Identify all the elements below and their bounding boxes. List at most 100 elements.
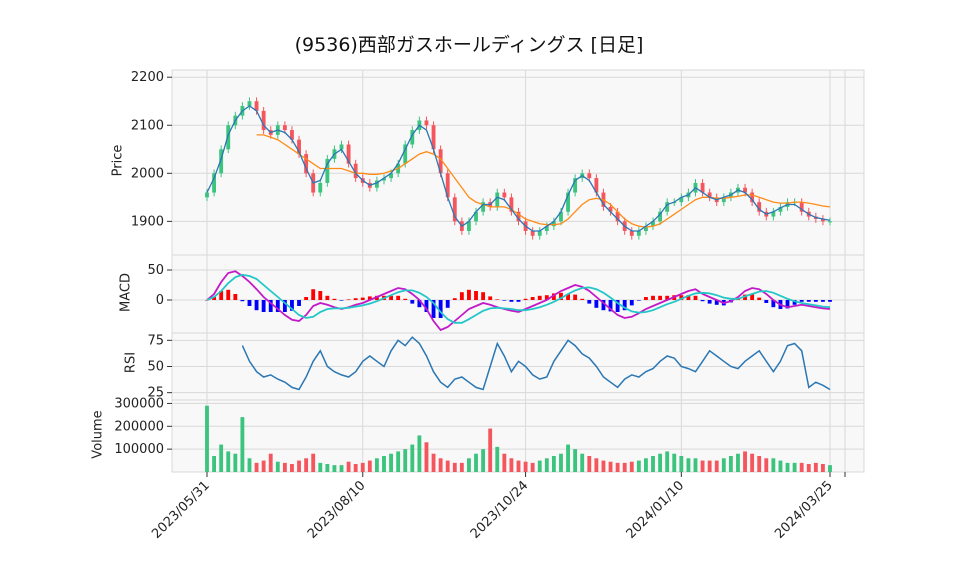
volume-bar-61 <box>636 460 641 472</box>
macd-hist-bar-47 <box>537 295 542 300</box>
candle-body-60 <box>629 230 634 236</box>
volume-bar-81 <box>778 460 783 472</box>
volume-bar-54 <box>587 456 592 472</box>
candle-body-80 <box>771 211 776 217</box>
volume-bar-18 <box>332 465 337 472</box>
macd-hist-bar-72 <box>714 300 719 305</box>
volume-bar-16 <box>318 462 323 472</box>
macd-hist-bar-83 <box>792 300 797 305</box>
candle-body-64 <box>658 211 663 222</box>
macd-hist-bar-64 <box>658 295 663 300</box>
macd-hist-bar-21 <box>353 298 358 300</box>
volume-bar-69 <box>693 458 698 472</box>
candle-body-13 <box>297 139 301 155</box>
macd-hist-bar-35 <box>452 298 457 300</box>
macd-hist-bar-61 <box>636 300 641 301</box>
candle-body-8 <box>261 110 266 131</box>
candle-body-42 <box>502 192 507 198</box>
volume-bar-24 <box>374 458 379 472</box>
volume-bar-21 <box>353 464 358 472</box>
ytick-label-price-3: 2200 <box>131 70 164 85</box>
candle-body-37 <box>467 221 471 231</box>
volume-bar-79 <box>764 458 769 472</box>
ytick-label-rsi-0: 25 <box>147 386 164 401</box>
candle-body-16 <box>318 182 323 193</box>
ytick-label-volume-1: 200000 <box>114 419 164 434</box>
volume-bar-25 <box>382 456 386 472</box>
macd-hist-bar-2 <box>219 291 224 300</box>
volume-bar-51 <box>566 444 570 472</box>
volume-bar-62 <box>644 458 648 472</box>
volume-bar-70 <box>700 460 705 472</box>
xtick-label-1: 2023/08/10 <box>305 478 369 542</box>
candle-body-70 <box>700 182 705 193</box>
candle-body-34 <box>445 173 450 198</box>
macd-hist-bar-84 <box>799 300 804 302</box>
volume-bar-58 <box>615 462 620 472</box>
volume-bar-74 <box>728 456 733 472</box>
volume-bar-87 <box>820 464 825 472</box>
macd-hist-bar-23 <box>367 296 372 300</box>
candle-body-20 <box>346 144 351 164</box>
candle-body-19 <box>339 144 344 150</box>
macd-hist-bar-53 <box>580 298 585 300</box>
macd-hist-bar-1 <box>212 297 217 300</box>
ytick-label-macd-1: 50 <box>147 263 164 278</box>
xtick-label-2: 2023/10/24 <box>468 478 532 542</box>
volume-bar-7 <box>254 462 259 472</box>
volume-bar-57 <box>608 461 613 472</box>
candle-body-87 <box>820 218 825 222</box>
volume-bar-32 <box>431 453 436 472</box>
volume-bar-0 <box>205 405 209 472</box>
volume-bar-42 <box>502 453 507 472</box>
candle-body-29 <box>410 130 415 145</box>
candle-body-76 <box>743 187 747 193</box>
macd-hist-bar-88 <box>828 300 832 302</box>
candle-body-73 <box>721 197 726 203</box>
candle-body-84 <box>799 202 804 212</box>
candle-body-25 <box>382 178 386 181</box>
macd-hist-bar-62 <box>644 297 648 300</box>
macd-hist-bar-34 <box>445 300 450 308</box>
candle-body-0 <box>205 192 209 198</box>
candle-body-26 <box>389 173 393 179</box>
volume-bar-8 <box>261 460 266 472</box>
macd-hist-bar-9 <box>268 300 273 312</box>
volume-bar-53 <box>580 453 585 472</box>
candle-body-61 <box>636 230 641 236</box>
candle-body-32 <box>431 125 436 150</box>
volume-bar-40 <box>488 428 493 472</box>
volume-bar-11 <box>282 462 287 472</box>
macd-hist-bar-13 <box>297 300 301 306</box>
volume-bar-20 <box>346 461 351 472</box>
volume-bar-76 <box>743 451 747 472</box>
macd-hist-bar-65 <box>665 295 670 300</box>
volume-bar-43 <box>509 458 514 472</box>
xtick-label-3: 2024/01/10 <box>624 478 688 542</box>
macd-hist-bar-20 <box>346 299 351 300</box>
volume-bar-14 <box>304 458 309 472</box>
candle-body-48 <box>544 226 549 231</box>
macd-hist-bar-56 <box>601 300 606 311</box>
candle-body-54 <box>587 173 592 179</box>
volume-bar-19 <box>339 465 344 472</box>
macd-hist-bar-86 <box>813 300 818 302</box>
volume-bar-9 <box>268 453 273 472</box>
volume-bar-23 <box>367 460 372 472</box>
ytick-label-price-1: 2000 <box>131 166 164 181</box>
macd-hist-bar-0 <box>205 300 209 301</box>
candle-body-12 <box>290 130 294 140</box>
macd-hist-bar-36 <box>459 292 464 300</box>
macd-hist-bar-19 <box>339 300 344 301</box>
macd-hist-bar-7 <box>254 300 259 311</box>
candle-body-39 <box>481 202 486 212</box>
candle-body-55 <box>594 178 599 193</box>
macd-hist-bar-44 <box>516 300 521 302</box>
volume-bar-6 <box>247 458 252 472</box>
candle-body-50 <box>559 211 563 222</box>
chart-title: (9536)西部ガスホールディングス [日足] <box>294 34 644 56</box>
candle-body-7 <box>254 101 259 111</box>
candle-body-21 <box>353 163 358 179</box>
candle-body-65 <box>665 202 670 212</box>
